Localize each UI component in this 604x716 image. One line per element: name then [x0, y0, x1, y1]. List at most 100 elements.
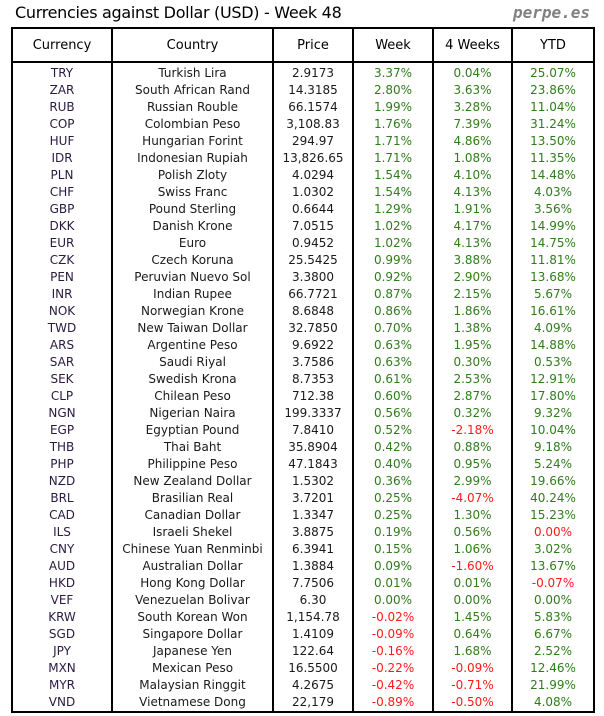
- country-name: Indonesian Rupiah: [111, 150, 274, 167]
- currency-code: JPY: [11, 643, 113, 660]
- week-change: 0.56%: [352, 405, 434, 422]
- week-change: 1.54%: [352, 184, 434, 201]
- country-name: Swedish Krona: [111, 371, 274, 388]
- table-row: SEK Swedish Krona 8.7353 0.61% 2.53% 12.91%: [11, 371, 595, 388]
- currency-code: EUR: [11, 235, 113, 252]
- country-name: Indian Rupee: [111, 286, 274, 303]
- table-row: DKK Danish Krone 7.0515 1.02% 4.17% 14.99%: [11, 218, 595, 235]
- week-change: 0.01%: [352, 575, 434, 592]
- ytd-change: 14.88%: [511, 337, 595, 354]
- country-name: Euro: [111, 235, 274, 252]
- price: 294.97: [272, 133, 354, 150]
- country-name: Israeli Shekel: [111, 524, 274, 541]
- ytd-change: 5.83%: [511, 609, 595, 626]
- currency-table: Currency Country Price Week 4 Weeks YTD …: [11, 27, 595, 713]
- currency-code: EGP: [11, 422, 113, 439]
- header-price: Price: [272, 27, 354, 63]
- currency-code: MYR: [11, 677, 113, 694]
- ytd-change: 4.03%: [511, 184, 595, 201]
- currency-code: VEF: [11, 592, 113, 609]
- week-change: 0.63%: [352, 337, 434, 354]
- ytd-change: 12.91%: [511, 371, 595, 388]
- ytd-change: 5.67%: [511, 286, 595, 303]
- price: 6.3941: [272, 541, 354, 558]
- 4-weeks-change: -0.71%: [432, 677, 513, 694]
- header-4-weeks: 4 Weeks: [432, 27, 513, 63]
- ytd-change: 9.18%: [511, 439, 595, 456]
- country-name: New Taiwan Dollar: [111, 320, 274, 337]
- price: 22,179: [272, 694, 354, 712]
- price: 35.8904: [272, 439, 354, 456]
- ytd-change: 11.35%: [511, 150, 595, 167]
- currency-code: CHF: [11, 184, 113, 201]
- price: 32.7850: [272, 320, 354, 337]
- ytd-change: 14.75%: [511, 235, 595, 252]
- ytd-change: 4.08%: [511, 694, 595, 712]
- page-title: Currencies against Dollar (USD) - Week 4…: [15, 3, 342, 22]
- country-name: Philippine Peso: [111, 456, 274, 473]
- currency-code: INR: [11, 286, 113, 303]
- price: 1.3347: [272, 507, 354, 524]
- price: 25.5425: [272, 252, 354, 269]
- table-row: GBP Pound Sterling 0.6644 1.29% 1.91% 3.56%: [11, 201, 595, 218]
- ytd-change: 15.23%: [511, 507, 595, 524]
- week-change: 0.61%: [352, 371, 434, 388]
- 4-weeks-change: -4.07%: [432, 490, 513, 507]
- week-change: 1.54%: [352, 167, 434, 184]
- price: 4.2675: [272, 677, 354, 694]
- currency-code: PEN: [11, 269, 113, 286]
- header-country: Country: [111, 27, 274, 63]
- week-change: 1.02%: [352, 218, 434, 235]
- country-name: South Korean Won: [111, 609, 274, 626]
- currency-code: PLN: [11, 167, 113, 184]
- table-row: PEN Peruvian Nuevo Sol 3.3800 0.92% 2.90% 13.…: [11, 269, 595, 286]
- week-change: 2.80%: [352, 82, 434, 99]
- currency-code: CNY: [11, 541, 113, 558]
- ytd-change: 17.80%: [511, 388, 595, 405]
- week-change: 0.19%: [352, 524, 434, 541]
- ytd-change: -0.07%: [511, 575, 595, 592]
- 4-weeks-change: -1.60%: [432, 558, 513, 575]
- 4-weeks-change: 7.39%: [432, 116, 513, 133]
- table-row: NZD New Zealand Dollar 1.5302 0.36% 2.99% 19.…: [11, 473, 595, 490]
- ytd-change: 6.67%: [511, 626, 595, 643]
- table-row: TRY Turkish Lira 2.9173 3.37% 0.04% 25.07%: [11, 62, 595, 82]
- ytd-change: 31.24%: [511, 116, 595, 133]
- country-name: Norwegian Krone: [111, 303, 274, 320]
- ytd-change: 14.48%: [511, 167, 595, 184]
- table-row: VND Vietnamese Dong 22,179 -0.89% -0.50% 4.08…: [11, 694, 595, 712]
- price: 122.64: [272, 643, 354, 660]
- currency-code: HUF: [11, 133, 113, 150]
- currency-code: AUD: [11, 558, 113, 575]
- currency-code: RUB: [11, 99, 113, 116]
- ytd-change: 5.24%: [511, 456, 595, 473]
- currency-code: CLP: [11, 388, 113, 405]
- price: 3,108.83: [272, 116, 354, 133]
- 4-weeks-change: 1.06%: [432, 541, 513, 558]
- table-row: NGN Nigerian Naira 199.3337 0.56% 0.32% 9.32%: [11, 405, 595, 422]
- country-name: New Zealand Dollar: [111, 473, 274, 490]
- country-name: Argentine Peso: [111, 337, 274, 354]
- week-change: 0.99%: [352, 252, 434, 269]
- week-change: 1.76%: [352, 116, 434, 133]
- table-row: VEF Venezuelan Bolivar 6.30 0.00% 0.00% 0.00%: [11, 592, 595, 609]
- ytd-change: 21.99%: [511, 677, 595, 694]
- price: 6.30: [272, 592, 354, 609]
- table-row: EGP Egyptian Pound 7.8410 0.52% -2.18% 10.04%: [11, 422, 595, 439]
- ytd-change: 9.32%: [511, 405, 595, 422]
- table-row: CZK Czech Koruna 25.5425 0.99% 3.88% 11.81%: [11, 252, 595, 269]
- header-week: Week: [352, 27, 434, 63]
- table-row: ILS Israeli Shekel 3.8875 0.19% 0.56% 0.00%: [11, 524, 595, 541]
- country-name: Polish Zloty: [111, 167, 274, 184]
- 4-weeks-change: 0.30%: [432, 354, 513, 371]
- 4-weeks-change: 1.30%: [432, 507, 513, 524]
- week-change: -0.89%: [352, 694, 434, 712]
- week-change: 0.25%: [352, 507, 434, 524]
- 4-weeks-change: 1.68%: [432, 643, 513, 660]
- country-name: Brasilian Real: [111, 490, 274, 507]
- table-row: HUF Hungarian Forint 294.97 1.71% 4.86% 13.50…: [11, 133, 595, 150]
- 4-weeks-change: 4.13%: [432, 184, 513, 201]
- currency-code: COP: [11, 116, 113, 133]
- currency-code: ZAR: [11, 82, 113, 99]
- week-change: 0.52%: [352, 422, 434, 439]
